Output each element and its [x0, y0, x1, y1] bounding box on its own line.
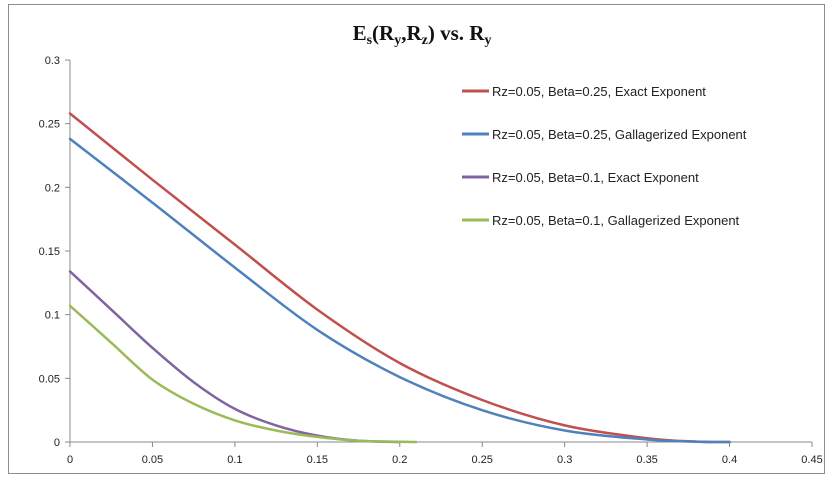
series-line-1 — [68, 112, 731, 444]
legend-label-1: Rz=0.05, Beta=0.25, Exact Exponent — [492, 84, 706, 99]
x-tick-label: 0.3 — [557, 454, 572, 466]
x-tick-label: 0 — [67, 454, 73, 466]
y-tick-label: 0.05 — [39, 373, 60, 385]
series-line-3 — [68, 270, 402, 444]
y-tick-label: 0.25 — [39, 119, 60, 131]
series-line-2 — [68, 137, 731, 444]
chart-title: Es(Ry,Rz) vs. Ry — [353, 21, 492, 48]
x-tick-label: 0.1 — [227, 454, 242, 466]
chart-title-part: y — [484, 33, 491, 48]
legend: Rz=0.05, Beta=0.25, Exact Exponent Rz=0.0… — [462, 84, 747, 228]
y-tick-label: 0 — [54, 437, 60, 449]
chart-title-part: ,R — [401, 21, 422, 45]
x-tick-label: 0.15 — [307, 454, 328, 466]
chart-title-part: E — [353, 21, 367, 45]
line-chart: Es(Ry,Rz) vs. Ry 00.050.10.150.20.250.30… — [39, 21, 823, 466]
chart-title-part: ) vs. R — [428, 21, 485, 45]
x-tick-label: 0.2 — [392, 454, 407, 466]
x-tick-label: 0.35 — [636, 454, 657, 466]
legend-label-2: Rz=0.05, Beta=0.25, Gallagerized Exponen… — [492, 127, 747, 142]
legend-label-3: Rz=0.05, Beta=0.1, Exact Exponent — [492, 170, 699, 185]
legend-label-4: Rz=0.05, Beta=0.1, Gallagerized Exponent — [492, 213, 740, 228]
y-tick-label: 0.2 — [45, 182, 60, 194]
series-layer — [68, 112, 731, 444]
y-tick-label: 0.1 — [45, 310, 60, 322]
chart-title-part: s — [367, 33, 373, 48]
series-line-4 — [68, 304, 418, 444]
axes: 0 0.05 0.1 0.15 0.2 0.25 0.3 0 0.05 0.1 0.15 0.2 0.2… — [39, 55, 823, 466]
y-tick-label: 0.3 — [45, 55, 60, 67]
y-tick-label: 0.15 — [39, 246, 60, 258]
x-tick-label: 0.4 — [722, 454, 737, 466]
x-tick-label: 0.45 — [801, 454, 822, 466]
x-tick-label: 0.25 — [472, 454, 493, 466]
chart-frame: Es(Ry,Rz) vs. Ry 0 0.05 0.1 0.15 0.2 0.25 0.3 0… — [8, 4, 825, 474]
chart-title-part: z — [422, 33, 428, 48]
x-tick-label: 0.05 — [142, 454, 163, 466]
chart-title-part: (R — [372, 21, 395, 45]
chart-title-part: y — [394, 33, 401, 48]
